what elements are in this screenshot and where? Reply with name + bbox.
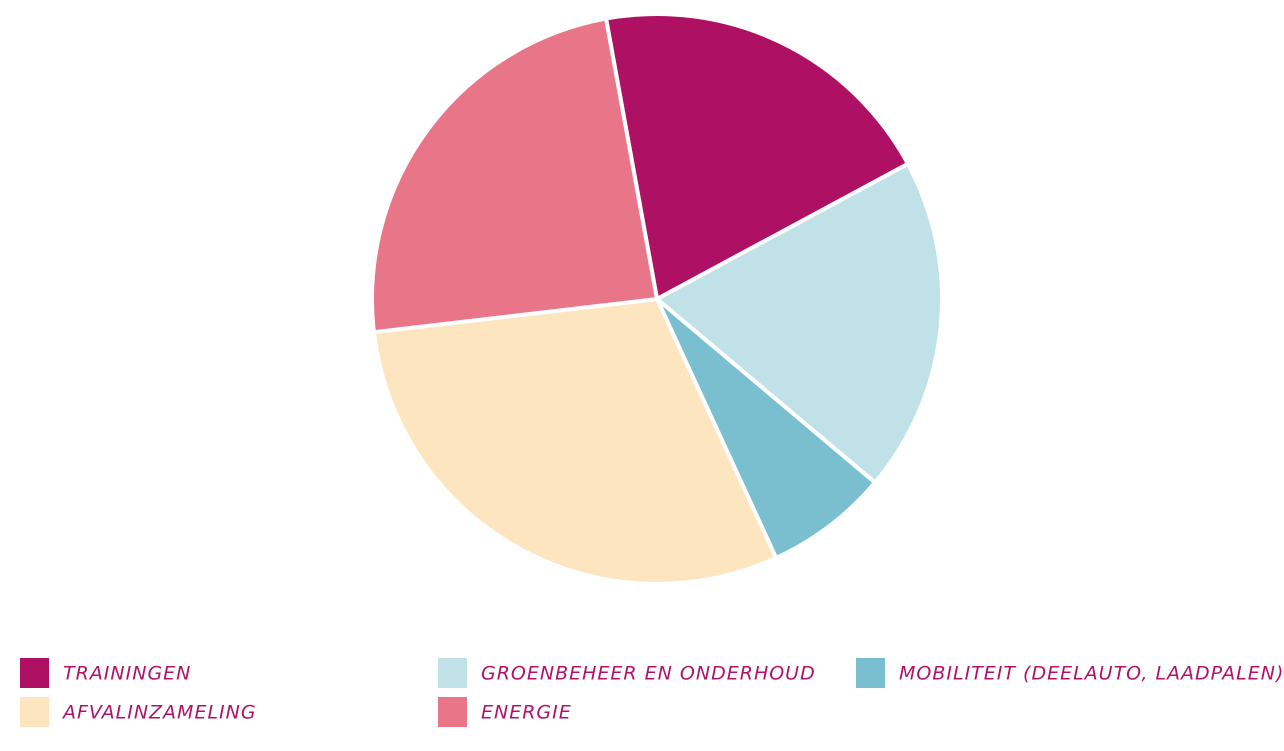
legend-label: MOBILITEIT (DEELAUTO, LAADPALEN) xyxy=(899,663,1284,685)
legend-swatch xyxy=(856,658,885,688)
legend-swatch xyxy=(20,658,49,688)
legend-label: GROENBEHEER EN ONDERHOUD xyxy=(481,663,816,685)
legend-label: TRAININGEN xyxy=(63,663,191,685)
pie-slice xyxy=(655,161,944,485)
legend-swatch xyxy=(438,658,467,688)
legend-label: AFVALINZAMELING xyxy=(61,702,257,724)
legend-label: ENERGIE xyxy=(481,702,572,724)
pie-slice xyxy=(655,297,878,560)
legend-swatch xyxy=(20,697,49,727)
pie-slice xyxy=(371,297,779,586)
pie-slice xyxy=(604,12,910,301)
pie-slice xyxy=(370,16,659,335)
legend-swatch xyxy=(438,697,467,727)
